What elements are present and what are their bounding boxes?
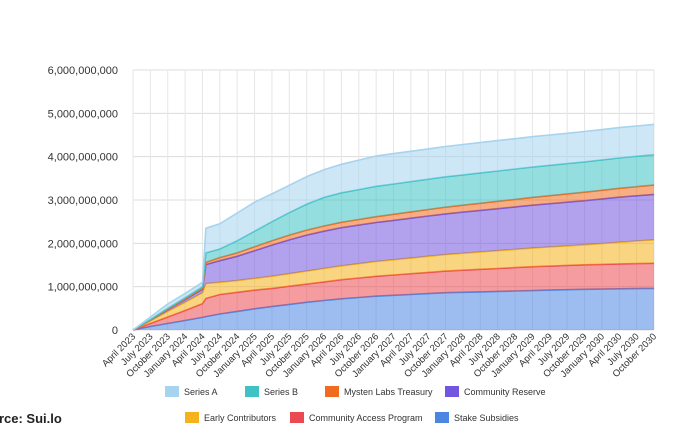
y-tick-label: 6,000,000,000 [48, 65, 118, 77]
legend-label: Mysten Labs Treasury [344, 386, 433, 397]
area-series-b [133, 154, 654, 330]
legend-label: Early Contributors [204, 412, 277, 423]
y-tick-label: 3,000,000,000 [48, 195, 118, 207]
legend-swatch [435, 412, 449, 423]
legend-item-community-reserve[interactable]: Community Reserve [445, 386, 546, 397]
area-series-a [133, 124, 654, 331]
y-tick-label: 4,000,000,000 [48, 152, 118, 164]
y-tick-label: 2,000,000,000 [48, 238, 118, 250]
line-series-a [132, 123, 655, 331]
y-tick-label: 1,000,000,000 [48, 282, 118, 294]
legend-label: Community Reserve [464, 386, 546, 397]
legend-swatch [445, 386, 459, 397]
y-tick-label: 0 [112, 325, 118, 337]
legend-label: Series B [264, 386, 299, 397]
area-stake-subsidies [133, 288, 654, 330]
legend-item-series-b[interactable]: Series B [245, 386, 298, 397]
legend-swatch [290, 412, 304, 423]
y-tick-label: 5,000,000,000 [48, 108, 118, 120]
area-early-contributors [133, 239, 654, 330]
legend-label: Series A [184, 386, 218, 397]
legend-item-mysten-labs-treasury[interactable]: Mysten Labs Treasury [325, 386, 433, 397]
area-community-reserve [133, 194, 654, 330]
area-community-access-program [133, 263, 654, 330]
legend-item-series-a[interactable]: Series A [165, 386, 218, 397]
legend-item-early-contributors[interactable]: Early Contributors [185, 412, 276, 423]
legend-swatch [185, 412, 199, 423]
legend-item-stake-subsidies[interactable]: Stake Subsidies [435, 412, 519, 423]
legend-swatch [325, 386, 339, 397]
legend-swatch [165, 386, 179, 397]
legend-label: Community Access Program [309, 412, 423, 423]
legend-label: Stake Subsidies [454, 412, 519, 423]
legend-swatch [245, 386, 259, 397]
legend-item-community-access-program[interactable]: Community Access Program [290, 412, 423, 423]
source-caption: urce: Sui.lo [0, 411, 62, 426]
